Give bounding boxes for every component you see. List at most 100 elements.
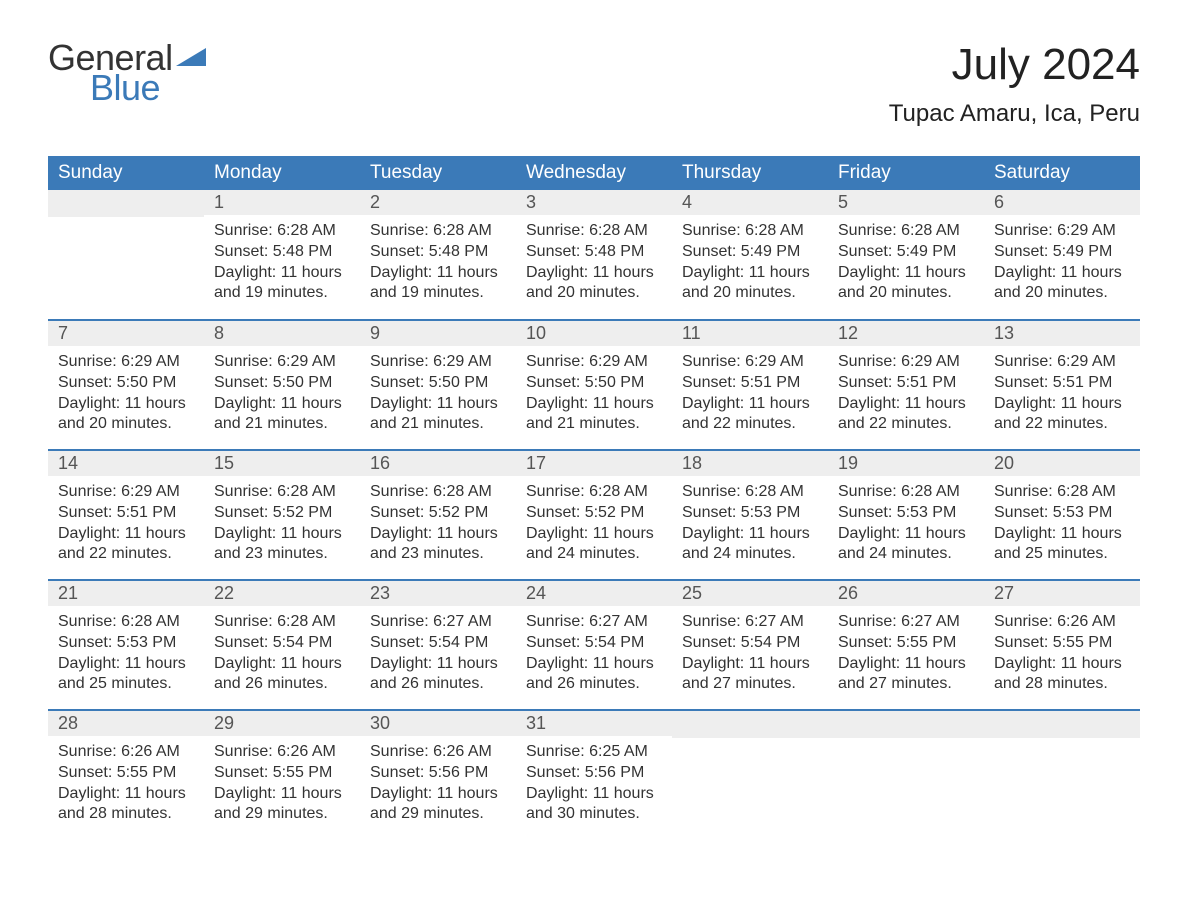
calendar-day-cell: [48, 190, 204, 320]
sunrise-text: Sunrise: 6:27 AM: [838, 612, 974, 633]
daylight-text: Daylight: 11 hours and 28 minutes.: [994, 654, 1130, 696]
sunset-text: Sunset: 5:50 PM: [58, 373, 194, 394]
day-number: 12: [828, 321, 984, 346]
daylight-text: Daylight: 11 hours and 29 minutes.: [370, 784, 506, 826]
calendar-day-cell: 14Sunrise: 6:29 AMSunset: 5:51 PMDayligh…: [48, 450, 204, 580]
day-content: Sunrise: 6:28 AMSunset: 5:52 PMDaylight:…: [516, 476, 672, 575]
day-content: Sunrise: 6:29 AMSunset: 5:49 PMDaylight:…: [984, 215, 1140, 314]
sunrise-text: Sunrise: 6:29 AM: [214, 352, 350, 373]
calendar-week-row: 21Sunrise: 6:28 AMSunset: 5:53 PMDayligh…: [48, 580, 1140, 710]
daylight-text: Daylight: 11 hours and 30 minutes.: [526, 784, 662, 826]
calendar-day-cell: 26Sunrise: 6:27 AMSunset: 5:55 PMDayligh…: [828, 580, 984, 710]
sunset-text: Sunset: 5:54 PM: [526, 633, 662, 654]
sunrise-text: Sunrise: 6:28 AM: [682, 221, 818, 242]
calendar-day-cell: 25Sunrise: 6:27 AMSunset: 5:54 PMDayligh…: [672, 580, 828, 710]
sunset-text: Sunset: 5:56 PM: [526, 763, 662, 784]
sunset-text: Sunset: 5:54 PM: [370, 633, 506, 654]
calendar-day-cell: 18Sunrise: 6:28 AMSunset: 5:53 PMDayligh…: [672, 450, 828, 580]
day-content: Sunrise: 6:28 AMSunset: 5:49 PMDaylight:…: [672, 215, 828, 314]
sunrise-text: Sunrise: 6:28 AM: [214, 482, 350, 503]
day-number: 19: [828, 451, 984, 476]
calendar-day-cell: [672, 710, 828, 840]
day-content: Sunrise: 6:26 AMSunset: 5:56 PMDaylight:…: [360, 736, 516, 835]
calendar-day-cell: 10Sunrise: 6:29 AMSunset: 5:50 PMDayligh…: [516, 320, 672, 450]
calendar-day-cell: 13Sunrise: 6:29 AMSunset: 5:51 PMDayligh…: [984, 320, 1140, 450]
day-number-empty: [672, 711, 828, 738]
logo: General Blue: [48, 40, 206, 106]
daylight-text: Daylight: 11 hours and 19 minutes.: [214, 263, 350, 305]
day-number: 17: [516, 451, 672, 476]
day-content: Sunrise: 6:27 AMSunset: 5:54 PMDaylight:…: [672, 606, 828, 705]
sunset-text: Sunset: 5:51 PM: [838, 373, 974, 394]
sunrise-text: Sunrise: 6:28 AM: [214, 612, 350, 633]
calendar-day-cell: 23Sunrise: 6:27 AMSunset: 5:54 PMDayligh…: [360, 580, 516, 710]
sunset-text: Sunset: 5:53 PM: [58, 633, 194, 654]
calendar-day-cell: 3Sunrise: 6:28 AMSunset: 5:48 PMDaylight…: [516, 190, 672, 320]
day-number: 16: [360, 451, 516, 476]
daylight-text: Daylight: 11 hours and 20 minutes.: [838, 263, 974, 305]
sunset-text: Sunset: 5:50 PM: [526, 373, 662, 394]
sunrise-text: Sunrise: 6:28 AM: [370, 221, 506, 242]
title-block: July 2024 Tupac Amaru, Ica, Peru: [889, 40, 1140, 128]
day-number: 7: [48, 321, 204, 346]
sunset-text: Sunset: 5:55 PM: [214, 763, 350, 784]
daylight-text: Daylight: 11 hours and 23 minutes.: [214, 524, 350, 566]
calendar-day-cell: 7Sunrise: 6:29 AMSunset: 5:50 PMDaylight…: [48, 320, 204, 450]
calendar-day-cell: 28Sunrise: 6:26 AMSunset: 5:55 PMDayligh…: [48, 710, 204, 840]
sunrise-text: Sunrise: 6:27 AM: [370, 612, 506, 633]
day-header: Thursday: [672, 156, 828, 190]
day-number: 23: [360, 581, 516, 606]
day-number: 15: [204, 451, 360, 476]
day-content: Sunrise: 6:27 AMSunset: 5:55 PMDaylight:…: [828, 606, 984, 705]
day-content: Sunrise: 6:29 AMSunset: 5:50 PMDaylight:…: [516, 346, 672, 445]
sunrise-text: Sunrise: 6:28 AM: [838, 221, 974, 242]
sunrise-text: Sunrise: 6:27 AM: [682, 612, 818, 633]
sunrise-text: Sunrise: 6:29 AM: [58, 352, 194, 373]
sunset-text: Sunset: 5:48 PM: [214, 242, 350, 263]
calendar-day-cell: 29Sunrise: 6:26 AMSunset: 5:55 PMDayligh…: [204, 710, 360, 840]
sunrise-text: Sunrise: 6:28 AM: [682, 482, 818, 503]
calendar-day-cell: 5Sunrise: 6:28 AMSunset: 5:49 PMDaylight…: [828, 190, 984, 320]
day-content: Sunrise: 6:27 AMSunset: 5:54 PMDaylight:…: [360, 606, 516, 705]
daylight-text: Daylight: 11 hours and 22 minutes.: [994, 394, 1130, 436]
sunrise-text: Sunrise: 6:29 AM: [370, 352, 506, 373]
sunrise-text: Sunrise: 6:29 AM: [682, 352, 818, 373]
sunrise-text: Sunrise: 6:28 AM: [526, 221, 662, 242]
day-header: Sunday: [48, 156, 204, 190]
calendar-day-cell: 9Sunrise: 6:29 AMSunset: 5:50 PMDaylight…: [360, 320, 516, 450]
day-number: 24: [516, 581, 672, 606]
day-number: 10: [516, 321, 672, 346]
day-number: 22: [204, 581, 360, 606]
sunset-text: Sunset: 5:54 PM: [214, 633, 350, 654]
day-header: Saturday: [984, 156, 1140, 190]
sunset-text: Sunset: 5:51 PM: [58, 503, 194, 524]
sunset-text: Sunset: 5:53 PM: [682, 503, 818, 524]
sunrise-text: Sunrise: 6:28 AM: [214, 221, 350, 242]
sunrise-text: Sunrise: 6:28 AM: [526, 482, 662, 503]
calendar-table: Sunday Monday Tuesday Wednesday Thursday…: [48, 156, 1140, 840]
day-number: 4: [672, 190, 828, 215]
day-header-row: Sunday Monday Tuesday Wednesday Thursday…: [48, 156, 1140, 190]
day-content: Sunrise: 6:28 AMSunset: 5:48 PMDaylight:…: [516, 215, 672, 314]
daylight-text: Daylight: 11 hours and 20 minutes.: [682, 263, 818, 305]
daylight-text: Daylight: 11 hours and 19 minutes.: [370, 263, 506, 305]
day-content: Sunrise: 6:28 AMSunset: 5:54 PMDaylight:…: [204, 606, 360, 705]
sunset-text: Sunset: 5:50 PM: [370, 373, 506, 394]
day-content: Sunrise: 6:29 AMSunset: 5:51 PMDaylight:…: [672, 346, 828, 445]
sunset-text: Sunset: 5:55 PM: [838, 633, 974, 654]
sunset-text: Sunset: 5:49 PM: [838, 242, 974, 263]
daylight-text: Daylight: 11 hours and 26 minutes.: [370, 654, 506, 696]
page-title: July 2024: [889, 40, 1140, 90]
day-number: 30: [360, 711, 516, 736]
day-content: Sunrise: 6:26 AMSunset: 5:55 PMDaylight:…: [204, 736, 360, 835]
daylight-text: Daylight: 11 hours and 21 minutes.: [370, 394, 506, 436]
calendar-day-cell: 30Sunrise: 6:26 AMSunset: 5:56 PMDayligh…: [360, 710, 516, 840]
daylight-text: Daylight: 11 hours and 25 minutes.: [58, 654, 194, 696]
day-content: Sunrise: 6:29 AMSunset: 5:51 PMDaylight:…: [48, 476, 204, 575]
sunset-text: Sunset: 5:55 PM: [994, 633, 1130, 654]
daylight-text: Daylight: 11 hours and 20 minutes.: [526, 263, 662, 305]
sunset-text: Sunset: 5:48 PM: [526, 242, 662, 263]
day-content: Sunrise: 6:28 AMSunset: 5:53 PMDaylight:…: [672, 476, 828, 575]
logo-triangle-icon: [176, 46, 206, 70]
daylight-text: Daylight: 11 hours and 20 minutes.: [994, 263, 1130, 305]
